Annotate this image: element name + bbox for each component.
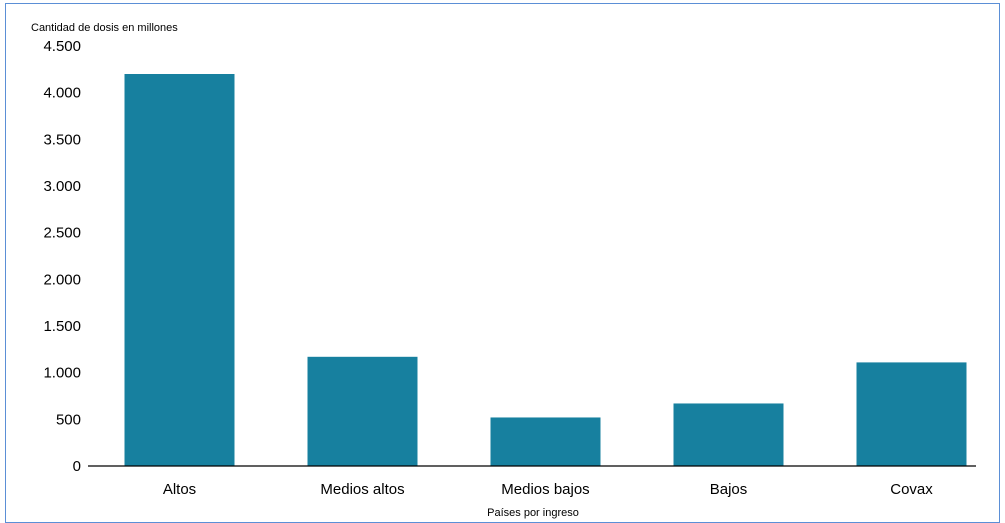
- x-tick-label: Medios bajos: [501, 481, 589, 498]
- y-tick-label: 2.500: [43, 225, 81, 242]
- bar: [490, 417, 601, 466]
- chart-frame: Cantidad de dosis en millones 0 500 1.000 1…: [5, 3, 1000, 523]
- y-tick-label: 1.500: [43, 318, 81, 335]
- bars: [124, 74, 967, 466]
- x-tick-label: Medios altos: [320, 481, 404, 498]
- y-tick-label: 2.000: [43, 271, 81, 288]
- y-tick-label: 0: [73, 458, 81, 475]
- y-axis-ticks: 0 500 1.000 1.500 2.000 2.500 3.000 3.500 4.000 4…: [43, 38, 81, 475]
- x-axis-labels: Altos Medios altos Medios bajos Bajos Covax: [163, 481, 933, 498]
- y-tick-label: 1.000: [43, 365, 81, 382]
- bar-chart: Cantidad de dosis en millones 0 500 1.000 1…: [31, 22, 976, 519]
- y-tick-label: 500: [56, 411, 81, 428]
- bar: [673, 403, 784, 466]
- y-tick-label: 3.500: [43, 131, 81, 148]
- bar: [856, 362, 967, 466]
- x-tick-label: Altos: [163, 481, 196, 498]
- y-tick-label: 3.000: [43, 178, 81, 195]
- bar: [307, 356, 418, 466]
- x-tick-label: Bajos: [710, 481, 748, 498]
- y-axis-title: Cantidad de dosis en millones: [31, 22, 178, 34]
- x-axis-title: Países por ingreso: [487, 507, 579, 519]
- bar: [124, 74, 235, 466]
- y-tick-label: 4.000: [43, 85, 81, 102]
- x-tick-label: Covax: [890, 481, 933, 498]
- y-tick-label: 4.500: [43, 38, 81, 55]
